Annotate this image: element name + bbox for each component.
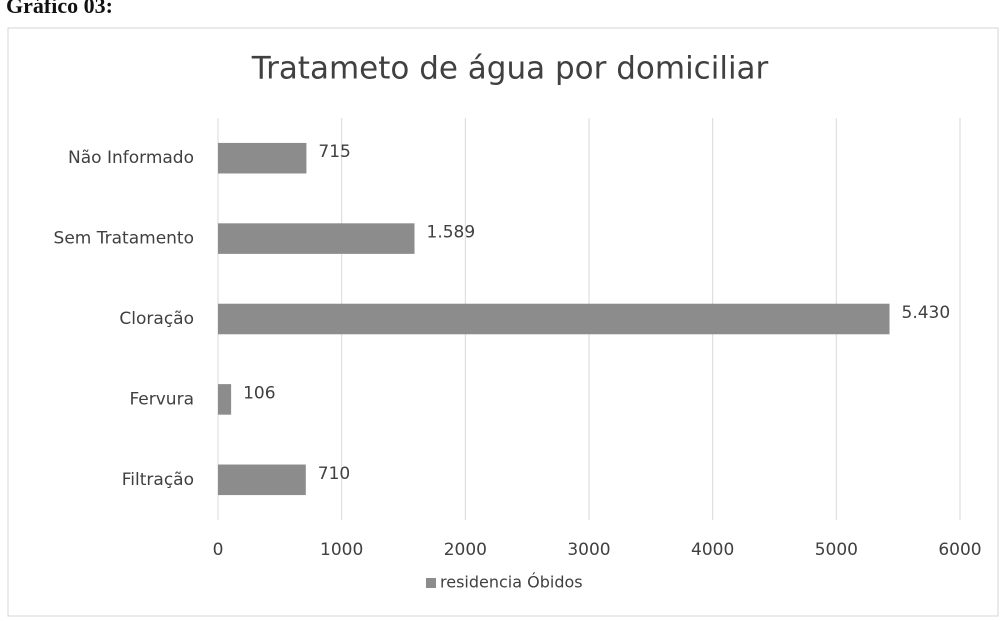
bar xyxy=(218,223,415,254)
y-tick-label: Cloração xyxy=(119,309,194,329)
chart-title: Tratameto de água por domiciliar xyxy=(251,51,769,87)
x-tick-label: 1000 xyxy=(320,540,363,560)
legend-swatch xyxy=(426,578,436,588)
value-label: 710 xyxy=(318,464,350,484)
x-tick-label: 4000 xyxy=(691,540,734,560)
y-tick-label: Filtração xyxy=(122,470,194,490)
value-label: 1.589 xyxy=(427,223,476,243)
y-tick-label: Fervura xyxy=(129,389,194,409)
x-tick-label: 0 xyxy=(213,540,224,560)
value-label: 715 xyxy=(318,142,350,162)
x-tick-label: 5000 xyxy=(815,540,858,560)
x-tick-label: 2000 xyxy=(444,540,487,560)
x-tick-label: 3000 xyxy=(567,540,610,560)
value-label: 106 xyxy=(243,383,275,403)
y-tick-label: Não Informado xyxy=(68,148,194,168)
bar xyxy=(218,384,232,415)
y-tick-label: Sem Tratamento xyxy=(54,229,194,249)
caption: Gráfico 03: xyxy=(6,0,113,18)
legend-label: residencia Óbidos xyxy=(440,573,583,592)
value-label: 5.430 xyxy=(902,303,951,323)
bar xyxy=(218,464,306,496)
bar xyxy=(218,303,890,335)
x-tick-label: 6000 xyxy=(938,540,981,560)
bar xyxy=(218,142,307,174)
